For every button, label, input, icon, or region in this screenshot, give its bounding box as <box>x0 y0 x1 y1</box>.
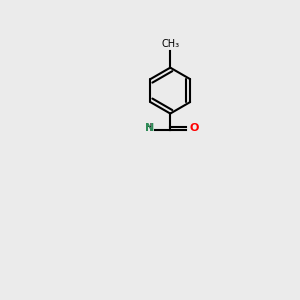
Text: O: O <box>189 123 199 134</box>
Text: CH₃: CH₃ <box>161 39 179 49</box>
Text: N: N <box>145 123 154 134</box>
Text: H: H <box>145 123 153 134</box>
